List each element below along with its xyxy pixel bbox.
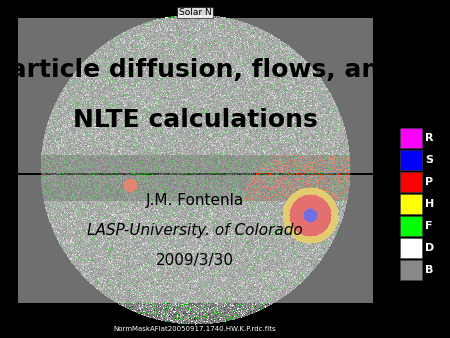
Text: H: H — [425, 199, 434, 209]
Text: B: B — [425, 265, 433, 275]
Text: NLTE calculations: NLTE calculations — [72, 108, 317, 132]
Text: NormMaskAFlat20050917.1740.HW.K.P.rdc.fits: NormMaskAFlat20050917.1740.HW.K.P.rdc.fi… — [114, 326, 276, 332]
FancyBboxPatch shape — [400, 172, 422, 192]
FancyBboxPatch shape — [400, 128, 422, 148]
FancyBboxPatch shape — [400, 150, 422, 170]
FancyBboxPatch shape — [18, 175, 373, 303]
Text: 2009/3/30: 2009/3/30 — [156, 252, 234, 267]
FancyBboxPatch shape — [400, 194, 422, 214]
Text: LASP-University. of Colorado: LASP-University. of Colorado — [87, 222, 303, 238]
Text: S: S — [425, 155, 433, 165]
Text: F: F — [425, 221, 432, 231]
FancyBboxPatch shape — [18, 18, 373, 173]
Text: Particle diffusion, flows, and: Particle diffusion, flows, and — [0, 58, 397, 82]
Text: J.M. Fontenla: J.M. Fontenla — [146, 193, 244, 208]
Text: D: D — [425, 243, 434, 253]
FancyBboxPatch shape — [400, 216, 422, 236]
FancyBboxPatch shape — [400, 260, 422, 280]
Text: Solar N: Solar N — [179, 8, 212, 17]
Text: P: P — [425, 177, 433, 187]
FancyBboxPatch shape — [400, 238, 422, 258]
Text: R: R — [425, 133, 433, 143]
